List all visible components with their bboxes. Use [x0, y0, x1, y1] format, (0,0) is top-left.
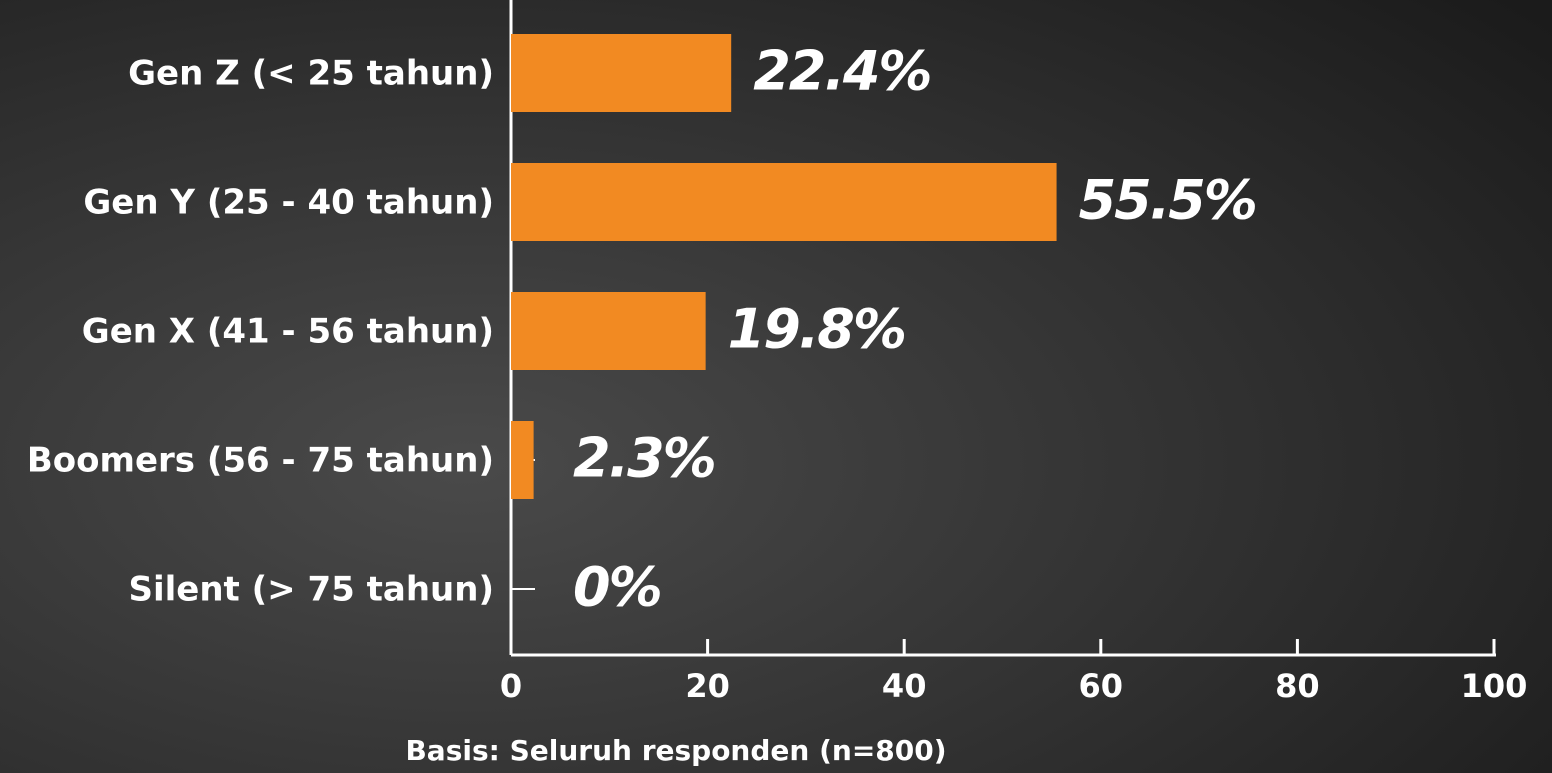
value-label: 22.4%	[753, 40, 930, 103]
x-tick-label: 80	[1275, 667, 1320, 705]
value-label: 2.3%	[573, 427, 715, 490]
y-tick-label: Gen Z (< 25 tahun)	[128, 54, 494, 94]
x-tick-label: 40	[882, 667, 927, 705]
value-label: 19.8%	[728, 298, 905, 361]
x-tick-label: 0	[500, 667, 522, 705]
x-tick-label: 20	[685, 667, 730, 705]
bar	[511, 292, 706, 370]
y-tick-label: Silent (> 75 tahun)	[128, 570, 494, 610]
value-label: 55.5%	[1079, 169, 1256, 232]
y-tick-label: Gen X (41 - 56 tahun)	[82, 312, 494, 352]
y-tick-label: Gen Y (25 - 40 tahun)	[83, 183, 494, 223]
x-tick-label: 100	[1461, 667, 1528, 705]
value-label: 0%	[573, 556, 661, 619]
footnote: Basis: Seluruh responden (n=800)	[405, 734, 946, 767]
x-tick-label: 60	[1079, 667, 1124, 705]
bar	[511, 421, 534, 499]
y-tick-label: Boomers (56 - 75 tahun)	[27, 441, 494, 481]
bar	[511, 163, 1057, 241]
bar	[511, 34, 732, 112]
